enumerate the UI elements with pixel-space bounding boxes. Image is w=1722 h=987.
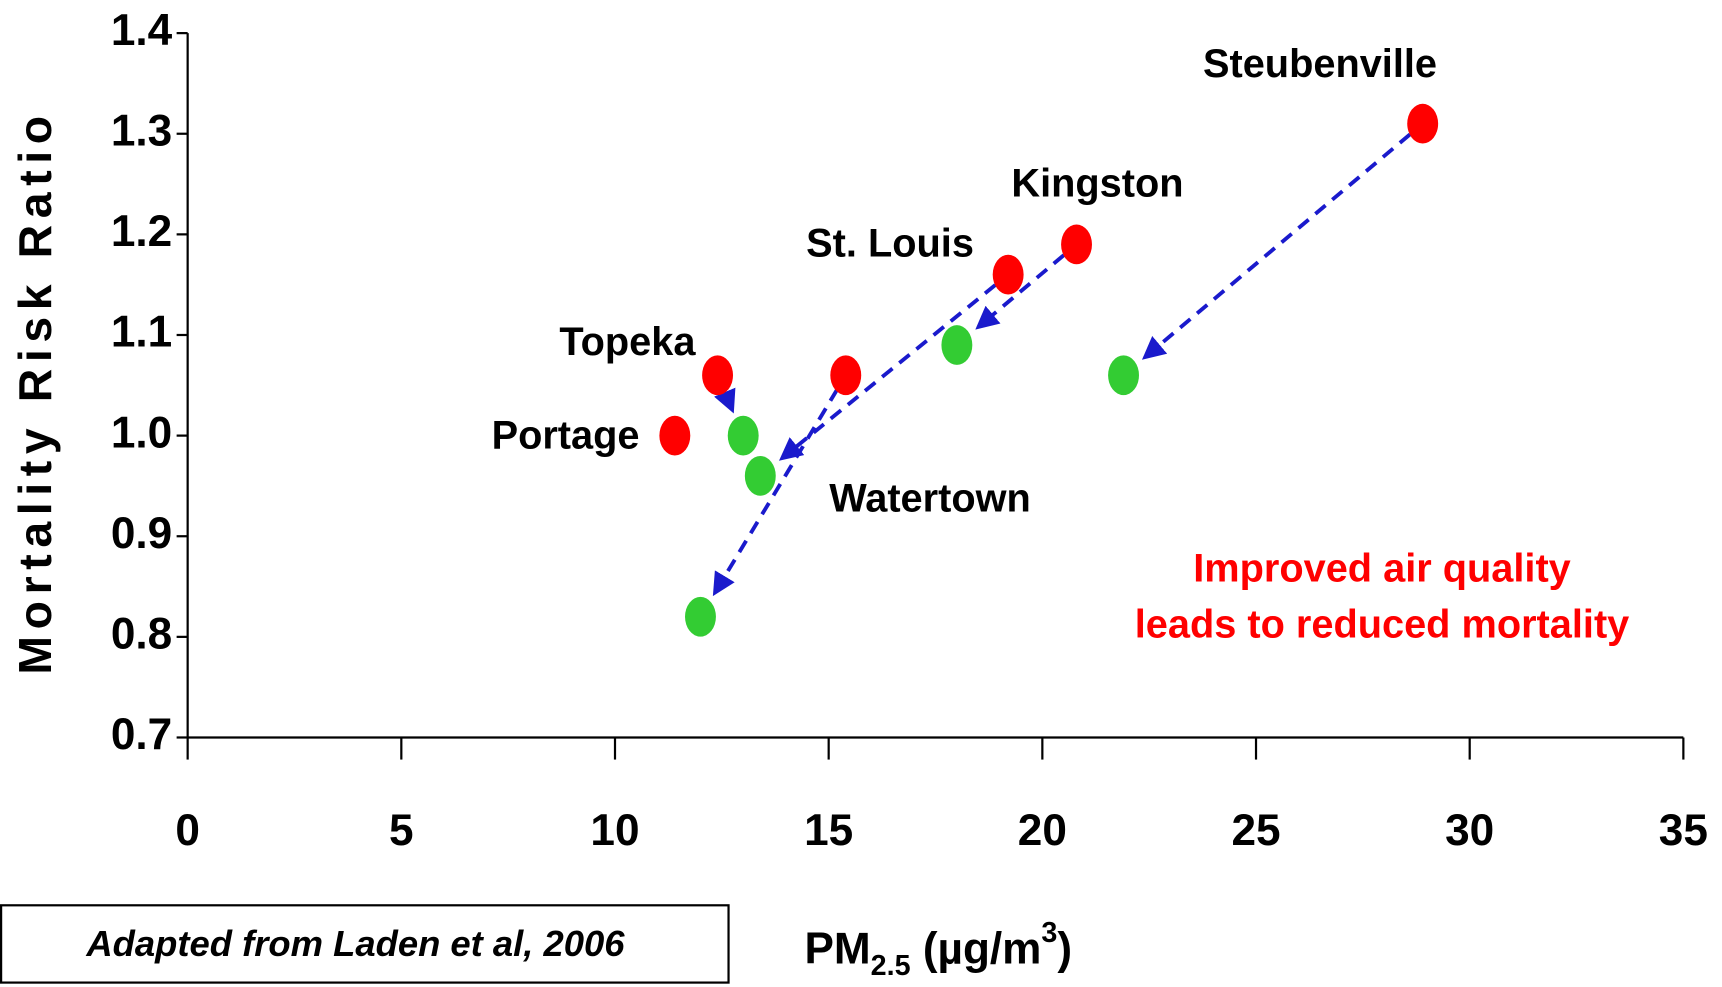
arrow bbox=[1141, 132, 1412, 360]
arrow bbox=[714, 387, 736, 414]
x-tick-label: 35 bbox=[1659, 806, 1708, 855]
y-axis-label: Mortality Risk Ratio bbox=[9, 109, 61, 674]
point-label: Topeka bbox=[559, 320, 696, 364]
point bbox=[941, 325, 973, 365]
point-label: Portage bbox=[492, 413, 640, 457]
annotation: leads to reduced mortality bbox=[1135, 603, 1630, 647]
y-tick-label: 1.3 bbox=[111, 106, 172, 155]
y-tick-label: 1.0 bbox=[111, 408, 172, 457]
point-label: Watertown bbox=[829, 477, 1031, 521]
arrow bbox=[975, 253, 1066, 330]
point bbox=[830, 355, 862, 396]
y-tick-label: 0.9 bbox=[111, 509, 172, 558]
x-tick-label: 5 bbox=[389, 806, 414, 855]
point bbox=[1061, 224, 1092, 265]
point bbox=[659, 415, 691, 456]
x-tick-label: 0 bbox=[175, 806, 200, 855]
arrow bbox=[778, 283, 997, 461]
y-tick-label: 1.2 bbox=[111, 207, 172, 256]
point-label: Steubenville bbox=[1203, 42, 1437, 86]
point bbox=[744, 455, 776, 496]
point-label: St. Louis bbox=[806, 221, 974, 265]
point bbox=[727, 415, 759, 456]
annotation: Improved air quality bbox=[1193, 546, 1571, 590]
arrow bbox=[712, 388, 839, 597]
x-tick-label: 25 bbox=[1231, 806, 1280, 855]
y-tick-label: 0.8 bbox=[111, 610, 172, 659]
x-tick-label: 10 bbox=[590, 806, 639, 855]
x-tick-label: 30 bbox=[1445, 806, 1494, 855]
point bbox=[685, 596, 716, 637]
point bbox=[702, 355, 734, 396]
y-tick-label: 0.7 bbox=[111, 710, 172, 759]
y-tick-label: 1.1 bbox=[111, 308, 172, 357]
point bbox=[1108, 355, 1139, 396]
y-tick-label: 1.4 bbox=[111, 6, 173, 55]
source-box bbox=[0, 904, 730, 984]
x-tick-label: 20 bbox=[1018, 806, 1067, 855]
x-axis-label: PM2.5 (µg/m3) bbox=[804, 917, 1072, 982]
point bbox=[992, 254, 1024, 295]
point bbox=[1407, 103, 1439, 144]
x-tick-label: 15 bbox=[804, 806, 853, 855]
source: Adapted from Laden et al, 2006 bbox=[85, 923, 625, 964]
point-label: Kingston bbox=[1011, 161, 1183, 205]
